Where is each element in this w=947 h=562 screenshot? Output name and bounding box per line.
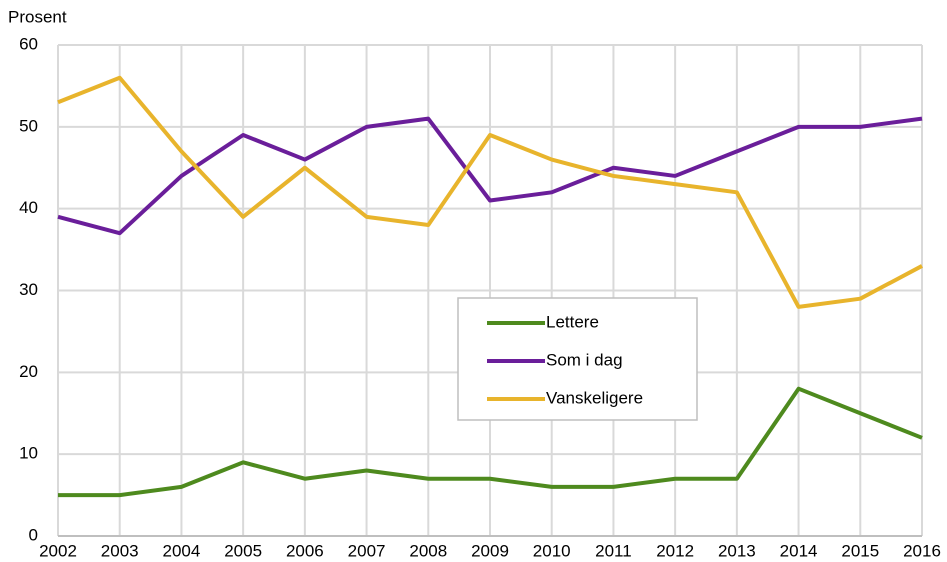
x-tick-label: 2015: [841, 541, 879, 560]
legend-label: Vanskeligere: [546, 388, 643, 407]
x-tick-label: 2012: [656, 541, 694, 560]
x-tick-label: 2009: [471, 541, 509, 560]
x-tick-label: 2002: [39, 541, 77, 560]
x-tick-label: 2004: [163, 541, 201, 560]
y-tick-label: 20: [19, 362, 38, 381]
x-tick-label: 2011: [595, 541, 632, 560]
line-series: [57, 75, 923, 309]
y-tick-label: 30: [19, 280, 38, 299]
x-tick-label: 2008: [409, 541, 447, 560]
x-tick-label: 2014: [780, 541, 818, 560]
y-axis-label: Prosent: [8, 7, 67, 26]
line-series: [58, 386, 923, 498]
y-tick-label: 0: [29, 525, 38, 544]
legend-label: Lettere: [546, 312, 599, 331]
x-tick-label: 2010: [533, 541, 571, 560]
x-tick-label: 2003: [101, 541, 139, 560]
x-tick-label: 2005: [224, 541, 262, 560]
legend-label: Som i dag: [546, 350, 623, 369]
y-tick-label: 40: [19, 198, 38, 217]
y-tick-label: 60: [19, 34, 38, 53]
line-series: [57, 116, 923, 236]
x-tick-label: 2013: [718, 541, 756, 560]
y-tick-label: 50: [19, 116, 38, 135]
x-tick-label: 2007: [348, 541, 386, 560]
x-tick-label: 2006: [286, 541, 324, 560]
y-tick-label: 10: [19, 444, 38, 463]
x-tick-label: 2016: [903, 541, 941, 560]
